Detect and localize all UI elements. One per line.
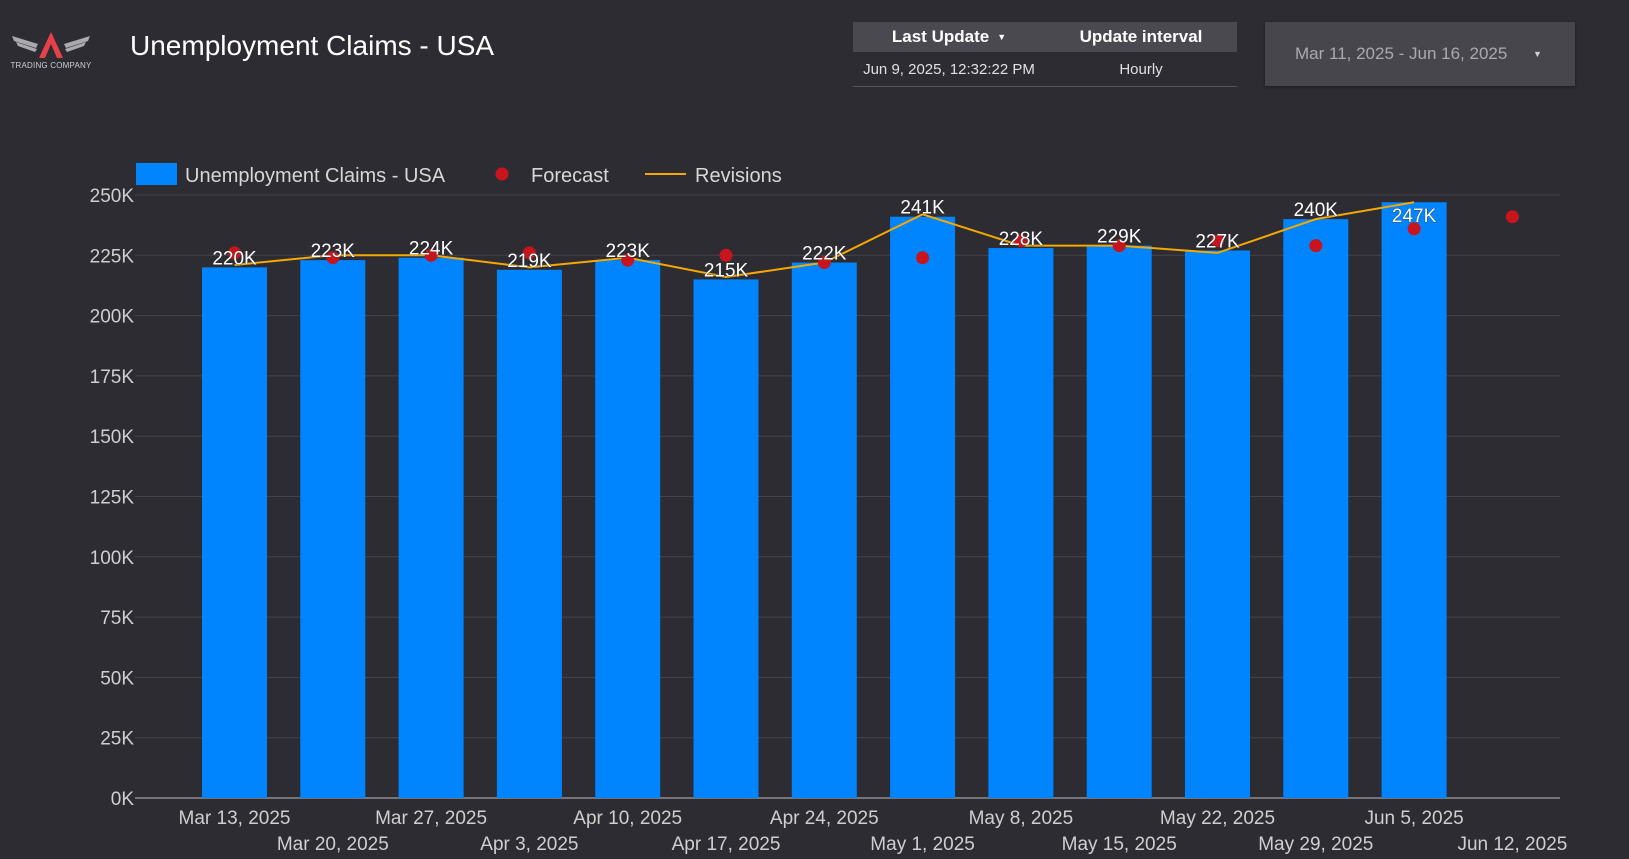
x-tick-label: May 29, 2025	[1258, 834, 1373, 855]
forecast-point[interactable]	[1505, 210, 1519, 224]
y-tick-label: 175K	[90, 367, 135, 388]
sort-caret-icon[interactable]: ▼	[997, 32, 1007, 42]
date-range-picker[interactable]: Mar 11, 2025 - Jun 16, 2025 ▼	[1265, 22, 1575, 86]
bar[interactable]	[496, 269, 562, 799]
x-tick-label: May 22, 2025	[1160, 808, 1275, 829]
y-tick-label: 75K	[100, 608, 134, 629]
bar[interactable]	[1283, 219, 1349, 798]
forecast-point[interactable]	[1211, 234, 1224, 248]
bar[interactable]	[988, 248, 1054, 799]
bar[interactable]	[595, 260, 661, 798]
forecast-point[interactable]	[1014, 234, 1028, 248]
x-tick-label: Mar 20, 2025	[277, 834, 389, 855]
bar[interactable]	[1185, 250, 1250, 798]
y-tick-label: 125K	[90, 488, 135, 509]
bar[interactable]	[693, 279, 759, 798]
bar-data-label: 219K	[507, 251, 552, 272]
legend-forecast-swatch	[495, 167, 509, 181]
forecast-point[interactable]	[1407, 222, 1421, 236]
bar-data-label: 223K	[311, 241, 356, 262]
last-update-header[interactable]: Last Update ▼	[853, 22, 1045, 52]
x-tick-label: Mar 13, 2025	[179, 808, 291, 829]
forecast-point[interactable]	[424, 248, 438, 262]
forecast-series	[228, 210, 1519, 270]
forecast-point[interactable]	[817, 256, 831, 270]
update-info-header-row: Last Update ▼ Update interval	[853, 22, 1237, 52]
forecast-point[interactable]	[719, 248, 733, 262]
x-tick-label: Apr 3, 2025	[480, 834, 578, 855]
bar-data-label: 215K	[704, 260, 749, 281]
bar-data-label: 240K	[1294, 200, 1339, 221]
bar-data-label: 228K	[999, 229, 1044, 250]
bar[interactable]	[890, 216, 956, 798]
y-tick-label: 100K	[90, 548, 135, 569]
page-title: Unemployment Claims - USA	[130, 30, 495, 61]
forecast-point[interactable]	[326, 251, 340, 265]
winged-a-logo-icon	[12, 32, 90, 58]
legend-item-forecast[interactable]: Forecast	[531, 165, 609, 187]
x-tick-label: May 8, 2025	[969, 808, 1074, 829]
update-interval-header-label: Update interval	[1079, 27, 1203, 46]
y-tick-label: 250K	[90, 186, 135, 207]
logo-text: TRADING COMPANY	[10, 61, 92, 70]
bar[interactable]	[1086, 245, 1152, 799]
date-range-value: Mar 11, 2025 - Jun 16, 2025	[1295, 44, 1508, 63]
bar[interactable]	[202, 267, 267, 798]
legend-item-unemployment-claims[interactable]: Unemployment Claims - USA	[185, 165, 446, 187]
x-tick-label: Jun 12, 2025	[1457, 834, 1567, 855]
x-tick-label: Jun 5, 2025	[1364, 808, 1463, 829]
brand-logo: TRADING COMPANY	[8, 30, 94, 72]
table-row: Jun 9, 2025, 12:32:22 PM Hourly	[853, 52, 1237, 86]
x-axis: Mar 13, 2025 Mar 20, 2025 Mar 27, 2025 Apr …	[179, 808, 1568, 855]
bar-series	[202, 202, 1447, 799]
x-tick-label: May 15, 2025	[1062, 834, 1177, 855]
x-tick-label: Apr 10, 2025	[573, 808, 682, 829]
bar[interactable]	[300, 260, 366, 798]
legend-bar-swatch	[136, 163, 177, 185]
forecast-point[interactable]	[621, 253, 635, 267]
forecast-point[interactable]	[228, 246, 241, 260]
forecast-point[interactable]	[1112, 239, 1126, 253]
bar-data-label: 227K	[1195, 231, 1240, 252]
x-tick-label: Apr 24, 2025	[770, 808, 879, 829]
chart-legend: Unemployment Claims - USA Forecast Revis…	[136, 163, 782, 187]
bar[interactable]	[1381, 202, 1447, 799]
last-update-header-label: Last Update	[891, 27, 990, 46]
y-tick-label: 25K	[100, 729, 134, 750]
y-tick-label: 0K	[111, 789, 135, 810]
y-axis: 0K 25K 50K 75K 100K 125K 150K 175K 200K 225K 250K	[90, 186, 135, 810]
caret-down-icon[interactable]: ▼	[1533, 49, 1542, 59]
bar[interactable]	[398, 257, 464, 798]
update-interval-value: Hourly	[1119, 60, 1163, 78]
x-tick-label: Mar 27, 2025	[375, 808, 487, 829]
x-tick-label: Apr 17, 2025	[672, 834, 781, 855]
update-info-table: Last Update ▼ Update interval Jun 9, 202…	[853, 22, 1237, 87]
bar-data-label: 247K	[1392, 206, 1437, 227]
bar-data-label: 241K	[900, 198, 945, 219]
y-tick-label: 50K	[100, 668, 134, 689]
update-interval-header[interactable]: Update interval	[1045, 22, 1237, 52]
y-tick-label: 225K	[90, 246, 135, 267]
legend-item-revisions[interactable]: Revisions	[695, 165, 782, 187]
bar-data-label: 220K	[212, 248, 257, 269]
forecast-point[interactable]	[1309, 239, 1323, 253]
bar-data-label: 224K	[409, 239, 454, 260]
forecast-point[interactable]	[916, 251, 930, 265]
bar-data-label: 222K	[802, 244, 847, 265]
last-update-value: Jun 9, 2025, 12:32:22 PM	[863, 60, 1035, 78]
forecast-point[interactable]	[522, 246, 536, 260]
x-tick-label: May 1, 2025	[870, 834, 975, 855]
data-labels: 220K 223K 224K 219K 223K 215K 222K 241K 228K 229K…	[212, 197, 1437, 281]
y-tick-label: 200K	[90, 307, 135, 328]
bar[interactable]	[791, 262, 857, 798]
bar-data-label: 229K	[1097, 227, 1142, 248]
bar-data-label: 223K	[606, 241, 651, 262]
y-tick-label: 150K	[90, 427, 135, 448]
